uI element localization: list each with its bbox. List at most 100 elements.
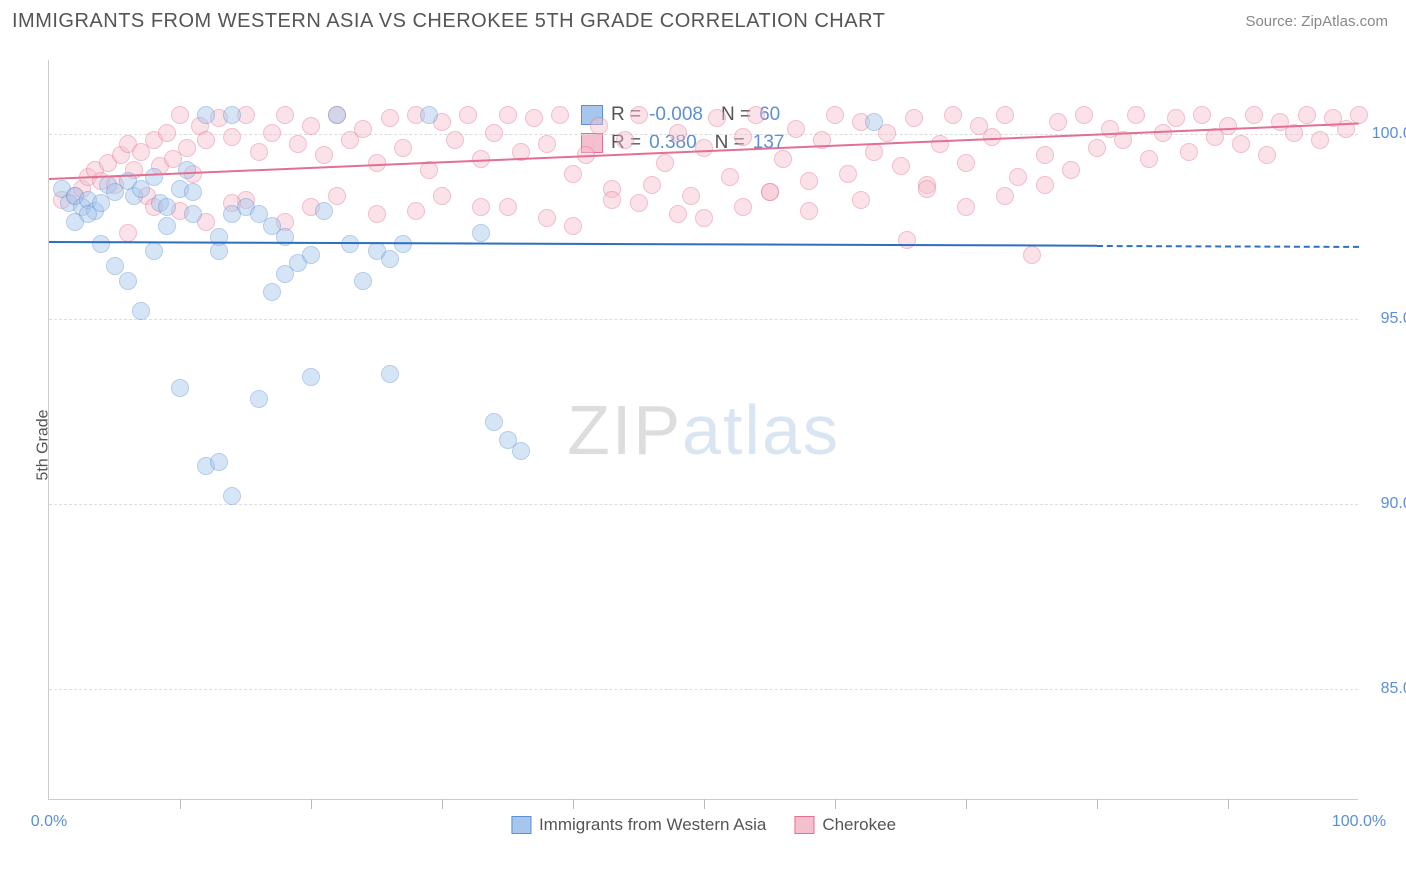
scatter-point-pink	[1232, 135, 1250, 153]
scatter-point-pink	[643, 176, 661, 194]
scatter-point-blue	[223, 487, 241, 505]
scatter-point-pink	[525, 109, 543, 127]
scatter-point-blue	[354, 272, 372, 290]
scatter-point-pink	[446, 131, 464, 149]
scatter-point-pink	[957, 154, 975, 172]
watermark-zip: ZIP	[567, 391, 682, 469]
legend-label: Immigrants from Western Asia	[539, 815, 766, 835]
scatter-point-pink	[368, 154, 386, 172]
scatter-point-pink	[1258, 146, 1276, 164]
watermark-atlas: atlas	[682, 391, 840, 469]
scatter-point-pink	[538, 135, 556, 153]
scatter-point-pink	[898, 231, 916, 249]
legend-item-blue: Immigrants from Western Asia	[511, 815, 766, 835]
scatter-point-pink	[747, 106, 765, 124]
x-tick	[442, 799, 443, 809]
x-tick-label: 0.0%	[31, 813, 67, 831]
scatter-point-pink	[1023, 246, 1041, 264]
scatter-point-pink	[1049, 113, 1067, 131]
scatter-point-pink	[721, 168, 739, 186]
scatter-point-blue	[302, 368, 320, 386]
scatter-point-pink	[1140, 150, 1158, 168]
scatter-point-blue	[512, 442, 530, 460]
scatter-point-pink	[905, 109, 923, 127]
scatter-point-pink	[1180, 143, 1198, 161]
scatter-point-pink	[1245, 106, 1263, 124]
scatter-point-pink	[931, 135, 949, 153]
scatter-point-blue	[178, 161, 196, 179]
scatter-point-pink	[603, 191, 621, 209]
scatter-point-blue	[381, 250, 399, 268]
y-gridline	[49, 504, 1358, 505]
scatter-point-blue	[210, 242, 228, 260]
scatter-point-pink	[472, 198, 490, 216]
scatter-point-pink	[394, 139, 412, 157]
scatter-point-blue	[328, 106, 346, 124]
scatter-point-pink	[1193, 106, 1211, 124]
scatter-point-pink	[499, 198, 517, 216]
legend-label: Cherokee	[822, 815, 896, 835]
y-tick-label: 90.0%	[1366, 495, 1406, 513]
scatter-point-blue	[315, 202, 333, 220]
scatter-point-pink	[682, 187, 700, 205]
scatter-point-pink	[996, 187, 1014, 205]
scatter-point-blue	[485, 413, 503, 431]
scatter-point-pink	[328, 187, 346, 205]
scatter-point-pink	[250, 143, 268, 161]
scatter-point-pink	[852, 191, 870, 209]
scatter-point-blue	[158, 217, 176, 235]
x-tick-label: 100.0%	[1332, 813, 1386, 831]
scatter-point-pink	[407, 202, 425, 220]
legend-swatch	[511, 816, 531, 834]
scatter-point-blue	[223, 106, 241, 124]
scatter-point-pink	[996, 106, 1014, 124]
scatter-point-pink	[158, 124, 176, 142]
scatter-point-blue	[171, 379, 189, 397]
x-tick	[704, 799, 705, 809]
scatter-point-pink	[459, 106, 477, 124]
x-tick	[835, 799, 836, 809]
scatter-point-pink	[656, 154, 674, 172]
scatter-plot: ZIPatlas R = -0.008 N = 60R = 0.380 N = …	[48, 60, 1358, 800]
legend-item-pink: Cherokee	[794, 815, 896, 835]
scatter-point-pink	[433, 187, 451, 205]
scatter-point-pink	[381, 109, 399, 127]
scatter-point-pink	[918, 180, 936, 198]
scatter-point-blue	[184, 205, 202, 223]
scatter-point-pink	[944, 106, 962, 124]
x-tick	[180, 799, 181, 809]
scatter-point-pink	[957, 198, 975, 216]
scatter-point-pink	[1036, 176, 1054, 194]
scatter-point-pink	[538, 209, 556, 227]
scatter-point-pink	[1009, 168, 1027, 186]
scatter-point-blue	[302, 246, 320, 264]
scatter-point-pink	[1298, 106, 1316, 124]
scatter-point-pink	[197, 131, 215, 149]
scatter-point-pink	[800, 172, 818, 190]
scatter-point-pink	[1127, 106, 1145, 124]
scatter-point-pink	[564, 165, 582, 183]
scatter-point-pink	[630, 194, 648, 212]
scatter-point-pink	[734, 198, 752, 216]
scatter-point-blue	[92, 235, 110, 253]
scatter-point-blue	[106, 257, 124, 275]
y-tick-label: 95.0%	[1366, 310, 1406, 328]
scatter-point-blue	[381, 365, 399, 383]
y-gridline	[49, 689, 1358, 690]
scatter-point-pink	[551, 106, 569, 124]
scatter-point-pink	[983, 128, 1001, 146]
x-tick	[1228, 799, 1229, 809]
scatter-point-pink	[1219, 117, 1237, 135]
scatter-point-pink	[839, 165, 857, 183]
scatter-point-blue	[132, 302, 150, 320]
scatter-point-pink	[800, 202, 818, 220]
scatter-point-blue	[184, 183, 202, 201]
scatter-point-blue	[223, 205, 241, 223]
scatter-point-pink	[669, 124, 687, 142]
chart-source: Source: ZipAtlas.com	[1245, 13, 1388, 30]
scatter-point-pink	[630, 106, 648, 124]
scatter-point-pink	[485, 124, 503, 142]
x-tick	[1097, 799, 1098, 809]
scatter-point-pink	[616, 131, 634, 149]
scatter-point-pink	[734, 128, 752, 146]
